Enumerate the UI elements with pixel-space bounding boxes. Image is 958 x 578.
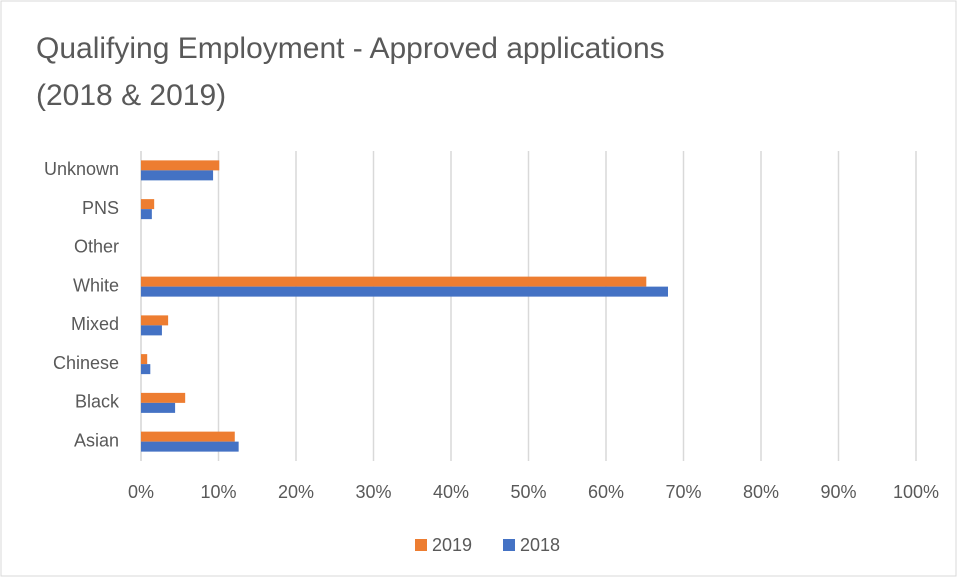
bar <box>141 402 176 413</box>
x-tick-label: 80% <box>743 482 779 502</box>
x-tick-label: 100% <box>893 482 939 502</box>
y-tick-label: Other <box>74 237 119 257</box>
x-tick-label: 30% <box>355 482 391 502</box>
bar <box>141 431 235 442</box>
bar <box>141 209 152 220</box>
bar <box>141 160 220 171</box>
x-tick-label: 70% <box>665 482 701 502</box>
y-tick-label: Mixed <box>71 314 119 334</box>
bar <box>141 315 169 326</box>
bar <box>141 364 151 375</box>
y-tick-label: Chinese <box>53 353 119 373</box>
x-tick-label: 90% <box>820 482 856 502</box>
legend-swatch <box>415 539 427 551</box>
y-tick-label: White <box>73 275 119 295</box>
x-tick-label: 40% <box>433 482 469 502</box>
bar <box>141 354 148 365</box>
x-tick-label: 20% <box>278 482 314 502</box>
legend-swatch <box>503 539 515 551</box>
y-tick-label: PNS <box>82 198 119 218</box>
x-tick-label: 50% <box>510 482 546 502</box>
chart-subtitle: (2018 & 2019) <box>36 79 226 112</box>
x-tick-label: 0% <box>128 482 154 502</box>
bar <box>141 392 186 403</box>
bar <box>141 325 162 336</box>
y-tick-label: Asian <box>74 430 119 450</box>
bar <box>141 276 647 287</box>
x-tick-label: 60% <box>588 482 624 502</box>
chart-title: Qualifying Employment - Approved applica… <box>36 32 665 65</box>
bar <box>141 441 239 452</box>
y-tick-label: Unknown <box>44 159 119 179</box>
legend-label: 2018 <box>520 535 560 555</box>
legend-label: 2019 <box>432 535 472 555</box>
bar <box>141 286 668 297</box>
bar <box>141 170 214 181</box>
x-tick-label: 10% <box>200 482 236 502</box>
y-tick-label: Black <box>75 392 120 412</box>
bar <box>141 199 155 210</box>
